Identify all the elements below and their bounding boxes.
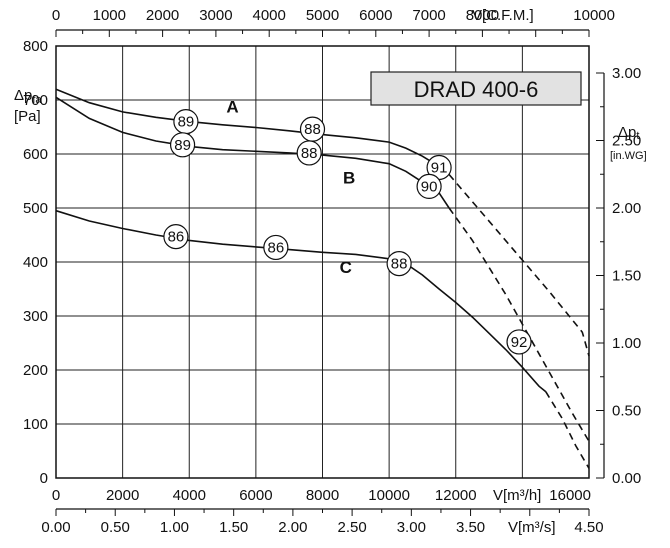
curve-a-dashed — [448, 173, 590, 357]
right-tick-label: 0.50 — [612, 403, 641, 420]
bottom-tick-label: 12000 — [435, 487, 477, 504]
bottom-tick-label: 0 — [52, 487, 60, 504]
bottom-tick-label: 6000 — [239, 487, 272, 504]
efficiency-marker: 89 — [173, 108, 199, 135]
efficiency-marker-circle — [263, 234, 289, 261]
bottom2-axis-ticks: 0.00 0.50 1.00 1.50 2.00 2.50 3.00 3.50 4.50 — [41, 509, 604, 536]
curve-labels: A B C — [226, 97, 355, 276]
top-axis-label: V[C.F.M.] — [472, 7, 534, 24]
left-axis-label-unit: [Pa] — [14, 108, 41, 125]
efficiency-marker: 88 — [296, 140, 322, 166]
efficiency-marker-circle — [296, 140, 322, 166]
left-tick-label: 200 — [23, 362, 48, 379]
bottom-axis-ticks: 0 2000 4000 6000 8000 10000 12000 16000 — [52, 487, 591, 504]
efficiency-marker: 88 — [299, 116, 326, 142]
efficiency-marker-label: 86 — [168, 229, 185, 246]
bottom-tick-label: 16000 — [549, 487, 591, 504]
bottom2-axis-label: V[m³/s] — [508, 519, 556, 536]
right-tick-label: 3.00 — [612, 65, 641, 82]
bottom2-tick-label: 1.00 — [160, 519, 189, 536]
efficiency-marker: 86 — [263, 234, 289, 261]
right-tick-label: 0.00 — [612, 470, 641, 487]
bottom2-tick-label: 2.50 — [338, 519, 367, 536]
efficiency-marker: 89 — [169, 132, 196, 158]
right-tick-label: 2.00 — [612, 200, 641, 217]
top-tick-label: 8000 — [466, 7, 499, 24]
bottom-tick-label: 4000 — [173, 487, 206, 504]
left-tick-label: 100 — [23, 416, 48, 433]
efficiency-marker-circle — [386, 251, 412, 277]
efficiency-marker-label: 88 — [301, 145, 318, 162]
plot-frame — [55, 45, 590, 479]
right-tick-label: 1.00 — [612, 335, 641, 352]
right-tick-label: 1.50 — [612, 268, 641, 285]
efficiency-marker-label: 91 — [431, 160, 448, 177]
grid — [56, 46, 589, 478]
top-tick-label: 2000 — [146, 7, 179, 24]
bottom2-tick-label: 0.50 — [101, 519, 130, 536]
bottom-tick-label: 10000 — [368, 487, 410, 504]
efficiency-marker: 92 — [506, 329, 532, 355]
curve-a-solid — [55, 88, 450, 176]
chart-title: DRAD 400-6 — [414, 77, 539, 102]
left-tick-label: 400 — [23, 254, 48, 271]
efficiency-marker-circle — [169, 132, 196, 158]
left-tick-label: 700 — [23, 92, 48, 109]
efficiency-marker-label: 88 — [391, 256, 408, 273]
efficiency-marker-label: 89 — [178, 114, 195, 131]
efficiency-marker-circle — [506, 329, 532, 355]
left-tick-label: 300 — [23, 308, 48, 325]
bottom2-tick-label: 2.00 — [278, 519, 307, 536]
bottom2-tick-label: 3.50 — [456, 519, 485, 536]
right-axis-label-delta: Δpt — [618, 124, 639, 142]
left-tick-label: 800 — [23, 38, 48, 55]
efficiency-marker-label: 90 — [421, 178, 438, 195]
curve-c-dashed — [545, 391, 590, 469]
left-tick-label: 0 — [40, 470, 48, 487]
efficiency-marker-circle — [163, 224, 189, 250]
bottom-axis-label: V[m³/h] — [493, 487, 541, 504]
left-tick-label: 500 — [23, 200, 48, 217]
efficiency-marker-label: 89 — [174, 137, 191, 154]
bottom2-tick-label: 0.00 — [41, 519, 70, 536]
right-axis-label-unit: [in.WG] — [610, 150, 647, 162]
efficiency-marker-label: 92 — [511, 334, 528, 351]
efficiency-marker-label: 86 — [268, 239, 285, 256]
left-tick-label: 600 — [23, 146, 48, 163]
title-box — [370, 71, 582, 106]
top-axis-ticks: 0 1000 2000 3000 4000 5000 6000 7000 8000 10000 — [52, 7, 615, 37]
top-tick-label: 7000 — [412, 7, 445, 24]
bottom-tick-label: 8000 — [306, 487, 339, 504]
curve-label-c: C — [340, 258, 352, 277]
efficiency-marker: 88 — [386, 251, 412, 277]
bottom2-tick-label: 3.00 — [397, 519, 426, 536]
efficiency-marker: 90 — [416, 173, 442, 199]
curve-label-b: B — [343, 169, 355, 188]
right-axis-ticks: 0.00 0.50 1.00 1.50 2.00 2.50 3.00 — [596, 65, 641, 487]
bottom2-tick-label: 1.50 — [219, 519, 248, 536]
efficiency-marker: 86 — [163, 224, 189, 250]
curve-b-dashed — [448, 207, 590, 442]
efficiency-marker-label: 88 — [304, 121, 321, 138]
curve-label-a: A — [226, 97, 238, 116]
top-tick-label: 5000 — [306, 7, 339, 24]
top-tick-label: 3000 — [199, 7, 232, 24]
bottom-tick-label: 2000 — [106, 487, 139, 504]
top-tick-label: 10000 — [573, 7, 615, 24]
bottom2-tick-label: 4.50 — [574, 519, 603, 536]
efficiency-marker-circle — [416, 173, 442, 199]
top-tick-label: 0 — [52, 7, 60, 24]
right-tick-label: 2.50 — [612, 133, 641, 150]
curve-b-solid — [55, 96, 450, 209]
left-axis-label-delta: Δpfa — [14, 87, 42, 106]
left-axis-ticks: 0 100 200 300 400 500 600 700 800 — [23, 38, 48, 487]
top-tick-label: 1000 — [93, 7, 126, 24]
top-tick-label: 6000 — [359, 7, 392, 24]
top-tick-label: 4000 — [253, 7, 286, 24]
